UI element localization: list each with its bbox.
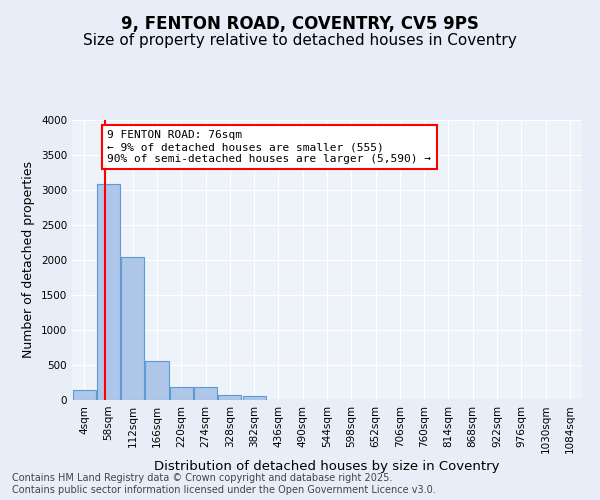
Text: Contains HM Land Registry data © Crown copyright and database right 2025.
Contai: Contains HM Land Registry data © Crown c… (12, 474, 436, 495)
Text: 9 FENTON ROAD: 76sqm
← 9% of detached houses are smaller (555)
90% of semi-detac: 9 FENTON ROAD: 76sqm ← 9% of detached ho… (107, 130, 431, 164)
Bar (242, 396, 266, 400)
Bar (170, 386, 193, 400)
Bar (97, 184, 120, 400)
X-axis label: Distribution of detached houses by size in Coventry: Distribution of detached houses by size … (154, 460, 500, 473)
Bar (145, 361, 169, 400)
Bar (194, 386, 217, 400)
Y-axis label: Number of detached properties: Number of detached properties (22, 162, 35, 358)
Text: Size of property relative to detached houses in Coventry: Size of property relative to detached ho… (83, 32, 517, 48)
Bar (73, 390, 95, 400)
Bar (121, 256, 144, 400)
Bar (218, 395, 241, 400)
Text: 9, FENTON ROAD, COVENTRY, CV5 9PS: 9, FENTON ROAD, COVENTRY, CV5 9PS (121, 15, 479, 33)
